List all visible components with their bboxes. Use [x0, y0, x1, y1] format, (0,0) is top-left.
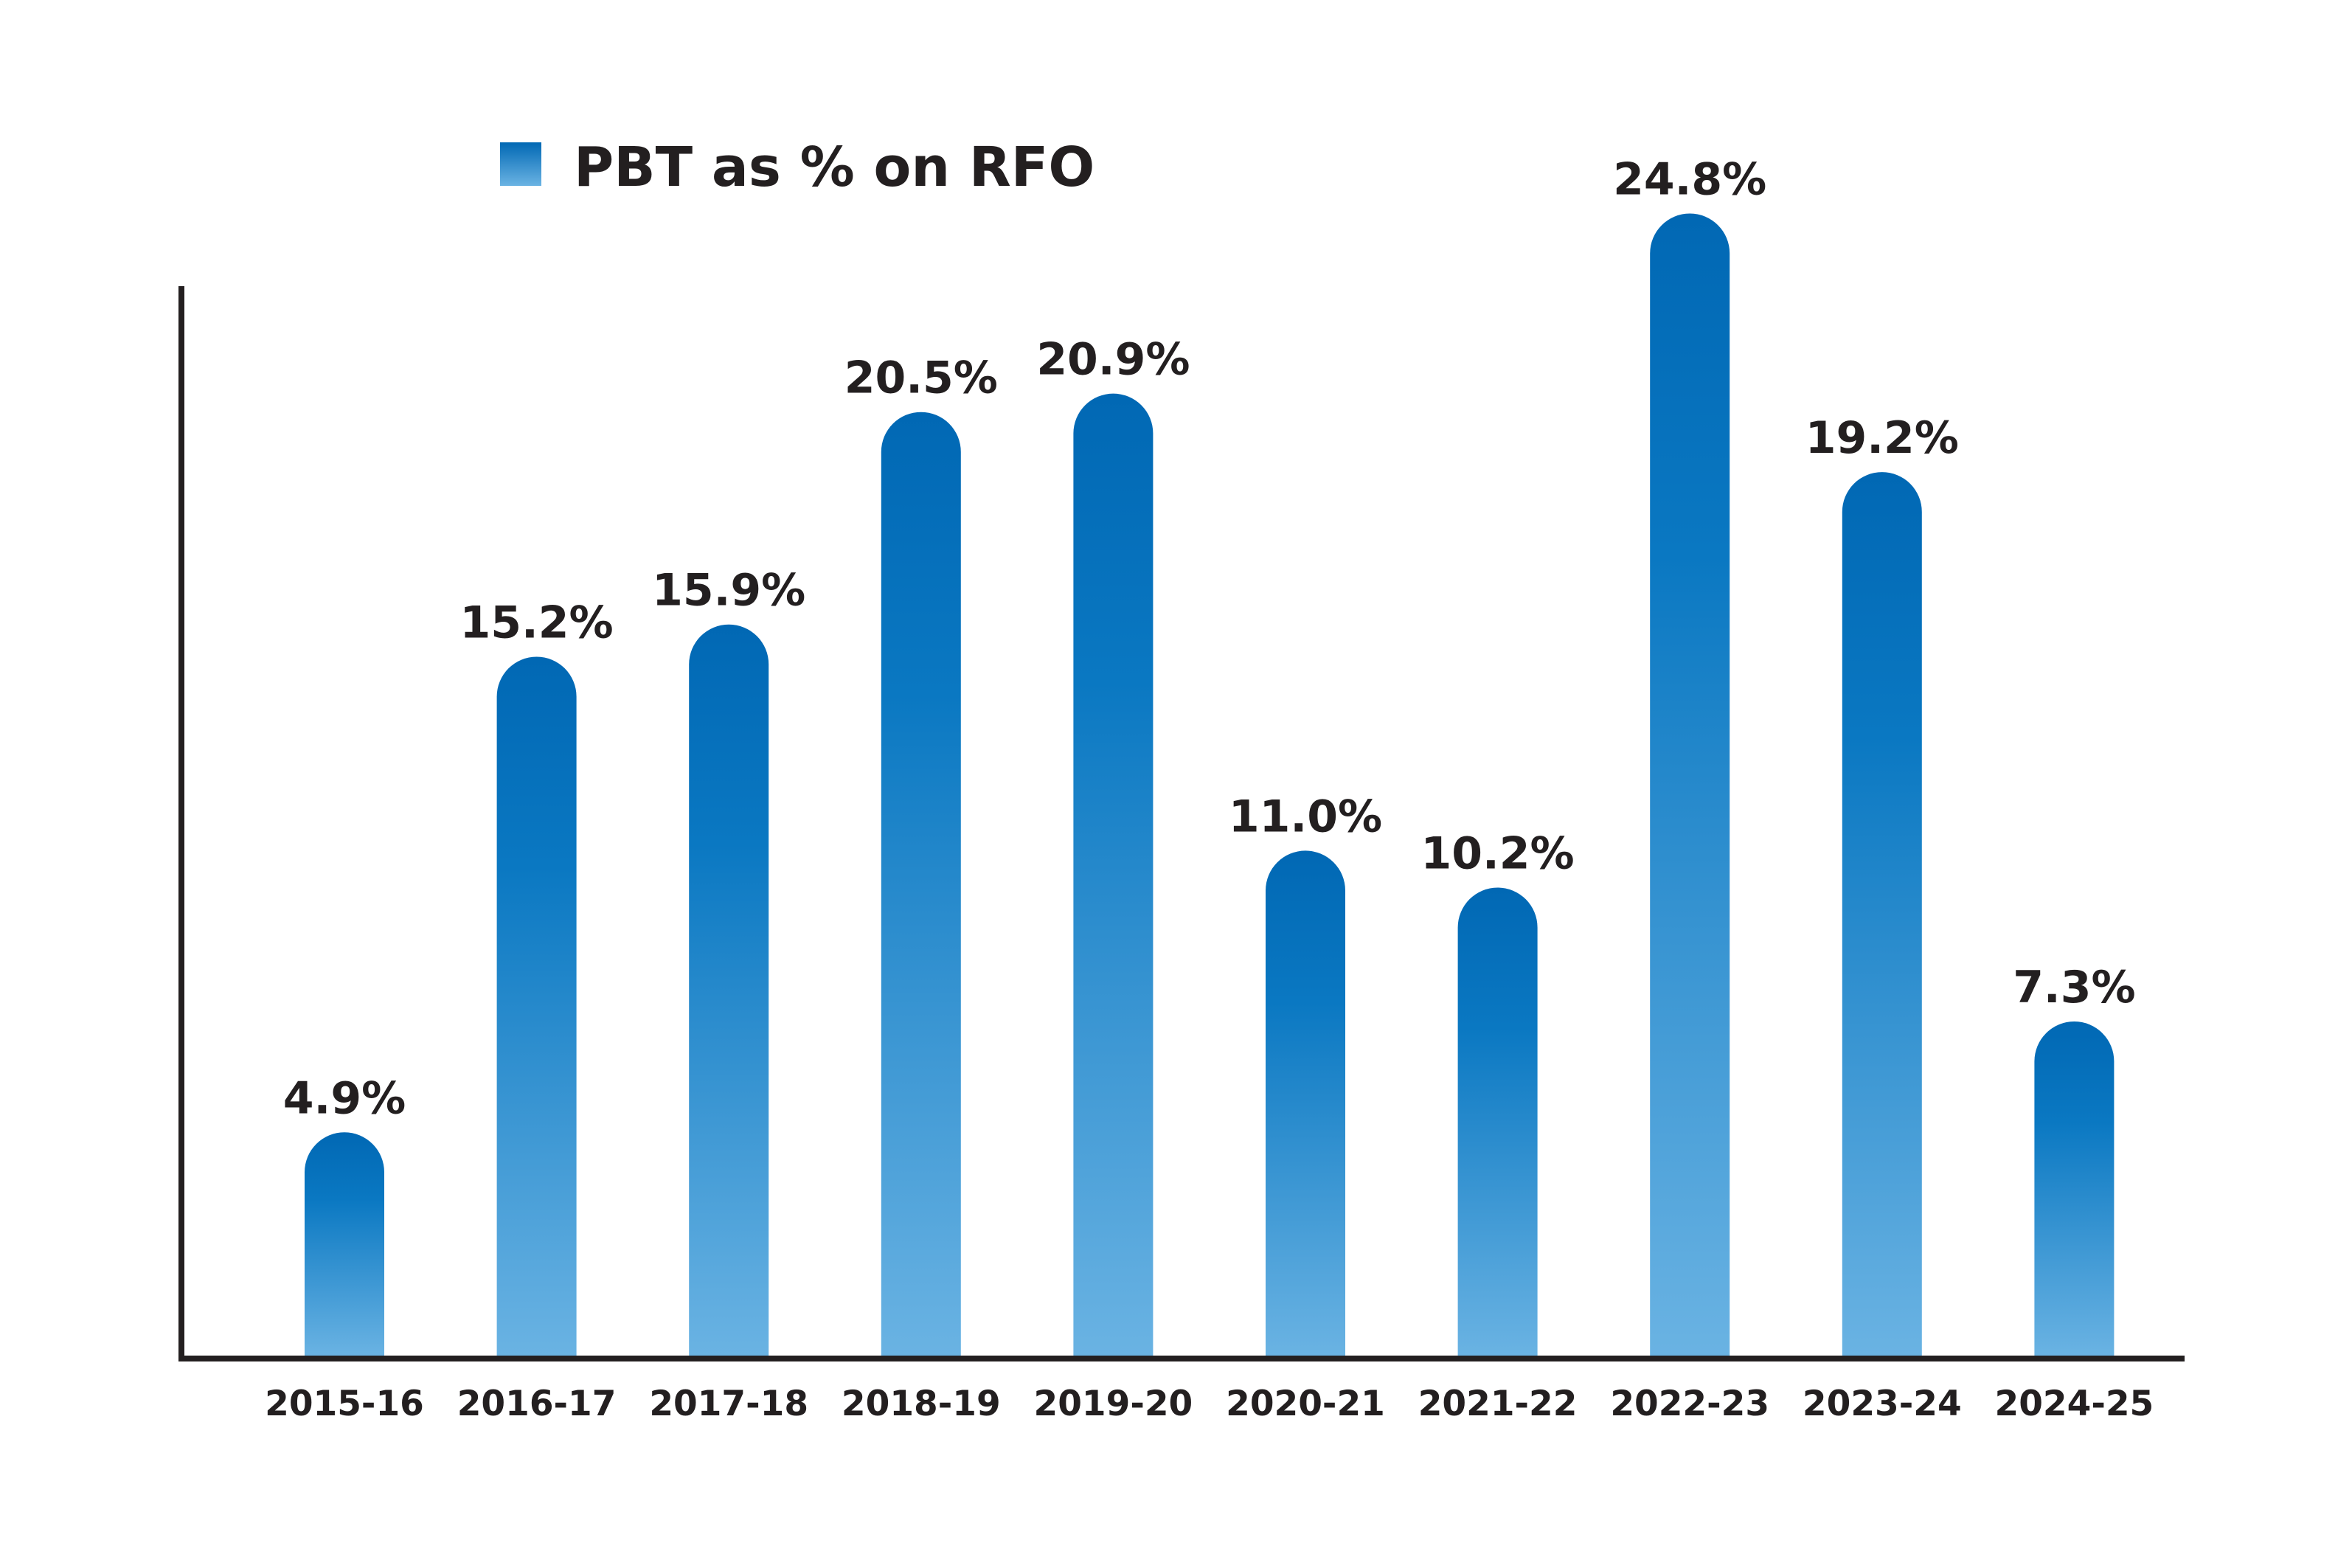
- value-label-2019-20: 20.9%: [1036, 334, 1190, 386]
- category-labels: 2015-16 2016-17 2017-18 2018-19 2019-20 2020-…: [265, 1384, 2154, 1424]
- category-label-2019-20: 2019-20: [1034, 1384, 1193, 1424]
- category-label-2016-17: 2016-17: [457, 1384, 617, 1424]
- bar-2016-17: [496, 656, 577, 1356]
- bar-2024-25: [2034, 1021, 2115, 1356]
- value-label-2020-21: 11.0%: [1229, 791, 1382, 842]
- value-labels: 4.9% 15.2% 15.9% 20.5% 20.9% 11.0% 10.2% 24.8% 1…: [283, 154, 2136, 1125]
- category-label-2017-18: 2017-18: [649, 1384, 808, 1424]
- value-label-2022-23: 24.8%: [1613, 154, 1766, 206]
- value-label-2015-16: 4.9%: [283, 1072, 406, 1124]
- category-label-2023-24: 2023-24: [1803, 1384, 1962, 1424]
- bar-2023-24: [1842, 472, 1922, 1356]
- bar-2017-18: [689, 624, 769, 1356]
- category-label-2024-25: 2024-25: [1995, 1384, 2154, 1424]
- bar-2015-16: [305, 1132, 384, 1356]
- bar-2021-22: [1457, 887, 1538, 1356]
- category-label-2021-22: 2021-22: [1418, 1384, 1578, 1424]
- category-label-2020-21: 2020-21: [1226, 1384, 1385, 1424]
- value-label-2016-17: 15.2%: [460, 597, 614, 648]
- value-label-2023-24: 19.2%: [1805, 412, 1959, 464]
- legend-label: PBT as % on RFO: [574, 136, 1095, 199]
- bar-2018-19: [881, 412, 961, 1356]
- bar-2019-20: [1073, 393, 1154, 1356]
- value-label-2021-22: 10.2%: [1421, 828, 1575, 879]
- bar-2022-23: [1650, 213, 1730, 1356]
- bars: [305, 213, 2115, 1356]
- value-label-2024-25: 7.3%: [2013, 962, 2135, 1013]
- category-label-2015-16: 2015-16: [265, 1384, 424, 1424]
- legend-swatch: [500, 142, 541, 186]
- category-label-2018-19: 2018-19: [842, 1384, 1001, 1424]
- category-label-2022-23: 2022-23: [1610, 1384, 1769, 1424]
- legend: PBT as % on RFO: [500, 136, 1095, 199]
- bar-2020-21: [1266, 850, 1345, 1356]
- value-label-2017-18: 15.9%: [652, 565, 805, 617]
- axes: [178, 286, 2185, 1361]
- value-label-2018-19: 20.5%: [844, 353, 998, 404]
